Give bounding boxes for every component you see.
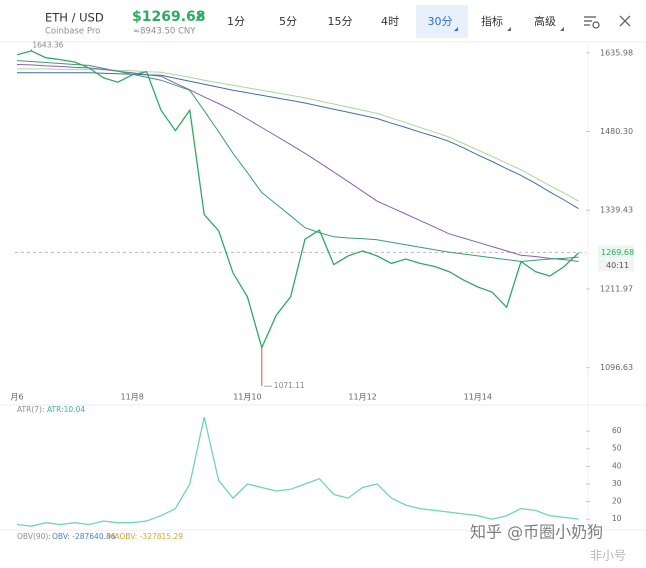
- y-tick-label: 40: [612, 461, 622, 470]
- settings-icon[interactable]: [584, 16, 600, 29]
- y-tick-label: 60: [612, 426, 622, 435]
- series-line: [16, 416, 579, 527]
- dropdown-caret: [454, 27, 458, 31]
- high-label: 1643.36: [32, 40, 63, 49]
- last-price-tag: [598, 245, 634, 259]
- dropdown-caret: [560, 27, 564, 31]
- series-line: [16, 50, 580, 350]
- y-tick-label: 1339.43: [600, 206, 633, 215]
- y-tick-label: 10: [612, 514, 622, 523]
- cny-price: ≈8943.50 CNY: [133, 27, 196, 37]
- active-tab-bg: [416, 5, 468, 38]
- interval-tab[interactable]: 5分: [279, 15, 297, 28]
- x-tick-label: 11月12: [348, 393, 376, 402]
- watermark-logo: 非小号: [590, 549, 626, 563]
- interval-tab[interactable]: 1分: [227, 15, 245, 28]
- menu[interactable]: 指标: [481, 14, 503, 28]
- watermark: 知乎 @币圈小奶狗: [470, 523, 603, 542]
- up-arrow-icon: [195, 13, 204, 22]
- y-tick-label: 50: [612, 444, 622, 453]
- pair[interactable]: ETH / USD: [45, 11, 104, 25]
- x-tick-label: 月6: [10, 393, 23, 402]
- countdown-tag: [598, 259, 634, 272]
- y-tick-label: 1096.63: [600, 363, 633, 372]
- menu[interactable]: 高级: [534, 14, 556, 28]
- x-tick-label: 11月14: [464, 393, 492, 402]
- interval-tab[interactable]: 15分: [328, 15, 353, 28]
- price: $1269.68: [132, 9, 206, 25]
- low-label: 1071.11: [274, 381, 305, 390]
- obv-name: OBV(90):: [17, 532, 51, 541]
- series-line: [17, 68, 579, 202]
- y-tick-label: 1480.30: [600, 127, 633, 136]
- x-tick-label: 11月8: [121, 393, 144, 402]
- exchange: Coinbase Pro: [45, 27, 100, 37]
- interval-tab[interactable]: 4时: [381, 15, 399, 28]
- atr-readout: ATR:10.04: [47, 405, 85, 414]
- close-icon[interactable]: [619, 15, 631, 27]
- y-tick-label: 1211.97: [600, 284, 633, 293]
- y-tick-label: 1635.98: [600, 48, 633, 57]
- y-tick-label: 30: [612, 479, 622, 488]
- atr-name: ATR(7):: [17, 405, 45, 414]
- x-tick-label: 11月10: [233, 393, 261, 402]
- maobv-readout: MAOBV: -327815.29: [108, 532, 183, 541]
- dropdown-caret: [507, 27, 511, 31]
- series-line: [17, 72, 579, 210]
- countdown-label: 40:11: [606, 261, 629, 270]
- interval-tab-active[interactable]: 30分: [428, 15, 453, 28]
- y-tick-label: 20: [612, 497, 622, 506]
- series-line: [16, 60, 579, 263]
- obv-readout: OBV: -287640.86: [52, 532, 116, 541]
- last-price-label: 1269.68: [601, 248, 634, 257]
